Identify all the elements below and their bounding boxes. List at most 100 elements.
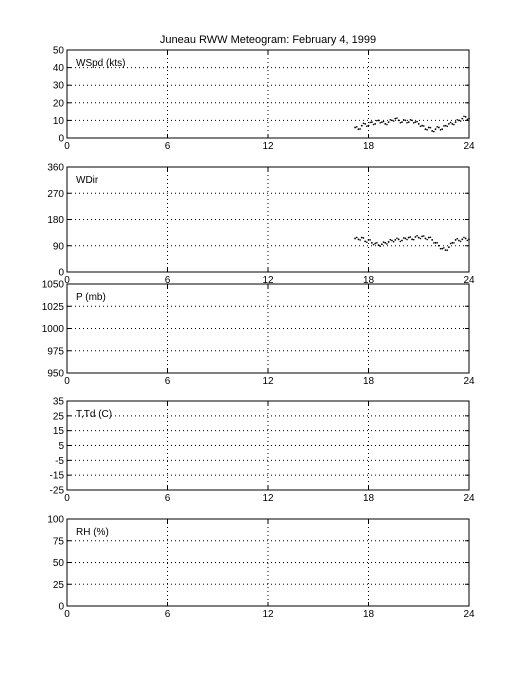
x-tick-label: 6	[165, 376, 171, 387]
data-point	[433, 242, 435, 244]
panel-wind-speed: 0 6 12 18 24 0 10 20 30 40 50 WSpd (kts)	[53, 46, 475, 153]
y-tick-label: 360	[47, 163, 64, 174]
y-tick-label: 0	[58, 134, 64, 145]
data-point	[355, 126, 358, 128]
y-tick-label: 0	[58, 268, 64, 279]
y-tick-label: -15	[50, 471, 65, 482]
data-point	[446, 125, 449, 128]
x-tick-label: 0	[64, 609, 70, 620]
panel-label: RH (%)	[76, 527, 109, 538]
data-point	[433, 130, 435, 133]
data-point	[419, 237, 422, 240]
data-point	[394, 239, 397, 241]
data-point	[421, 235, 423, 238]
data-point	[419, 125, 422, 128]
x-tick-label: 18	[363, 141, 375, 152]
data-point	[427, 126, 430, 129]
data-point	[372, 243, 375, 246]
x-tick-label: 0	[64, 493, 70, 504]
y-tick-label: 25	[53, 580, 65, 591]
data-point	[431, 239, 434, 241]
data-point	[392, 240, 395, 243]
data-point	[396, 117, 398, 119]
data-point	[392, 120, 395, 122]
data-point	[449, 121, 452, 124]
data-point	[404, 237, 407, 240]
y-tick-label: 950	[47, 369, 64, 380]
x-tick-label: 24	[463, 141, 475, 152]
y-tick-label: 10	[53, 116, 65, 127]
data-point	[382, 120, 385, 123]
data-point	[429, 236, 432, 239]
x-tick-label: 24	[463, 609, 475, 620]
x-tick-label: 18	[363, 275, 375, 286]
data-point	[407, 121, 410, 124]
data-point	[402, 237, 405, 239]
data-point	[397, 119, 400, 122]
data-point	[364, 240, 367, 243]
y-tick-label: -5	[55, 456, 64, 467]
x-tick-label: 24	[463, 275, 475, 286]
x-tick-label: 6	[165, 275, 171, 286]
data-point	[406, 238, 408, 241]
data-point	[444, 124, 447, 127]
data-point	[396, 237, 398, 239]
y-tick-label: 15	[53, 426, 65, 437]
data-point	[461, 238, 464, 241]
data-point	[429, 126, 432, 129]
y-tick-label: 180	[47, 215, 64, 226]
data-point	[417, 123, 420, 125]
data-point	[436, 241, 438, 244]
y-tick-label: 975	[47, 346, 64, 357]
data-point	[411, 238, 413, 241]
data-point	[387, 241, 390, 243]
data-point	[411, 119, 413, 122]
data-point	[387, 121, 390, 124]
data-point	[416, 120, 418, 123]
data-point	[439, 247, 442, 250]
data-point	[456, 237, 459, 240]
x-tick-label: 18	[363, 376, 375, 387]
data-point	[369, 239, 371, 241]
y-tick-label: 40	[53, 63, 65, 74]
data-point	[360, 236, 363, 239]
data-point	[466, 239, 469, 242]
panel-label: WDir	[76, 175, 99, 186]
x-tick-label: 12	[262, 609, 274, 620]
panel-temperature: 0 6 12 18 24 -25 -15 -5 5 15 25 35 T,Td (C)	[50, 397, 475, 505]
data-point	[367, 239, 370, 241]
y-tick-label: 20	[53, 98, 65, 109]
data-point	[354, 126, 356, 129]
data-point	[427, 236, 430, 239]
data-point	[391, 119, 393, 122]
panel-label: WSpd (kts)	[76, 58, 125, 69]
data-point	[417, 236, 420, 239]
data-point	[359, 239, 361, 241]
data-point	[468, 117, 470, 120]
data-point	[354, 237, 356, 240]
data-point	[421, 124, 423, 127]
data-point	[459, 120, 462, 122]
data-point	[436, 126, 438, 128]
data-point	[367, 124, 370, 127]
data-point	[357, 128, 360, 131]
data-point	[369, 121, 371, 124]
x-tick-label: 24	[463, 493, 475, 504]
data-point	[366, 241, 368, 243]
x-tick-label: 12	[262, 376, 274, 387]
data-point	[407, 236, 410, 239]
data-point	[402, 118, 405, 121]
data-point	[453, 242, 455, 244]
x-tick-label: 6	[165, 493, 171, 504]
data-point	[397, 238, 400, 241]
data-point	[412, 121, 415, 124]
data-point	[463, 115, 465, 118]
x-tick-label: 0	[64, 376, 70, 387]
data-point	[362, 122, 365, 125]
data-point	[359, 128, 361, 130]
data-point	[434, 128, 437, 131]
data-point	[382, 241, 385, 243]
data-point	[426, 238, 428, 241]
data-point	[357, 238, 360, 241]
